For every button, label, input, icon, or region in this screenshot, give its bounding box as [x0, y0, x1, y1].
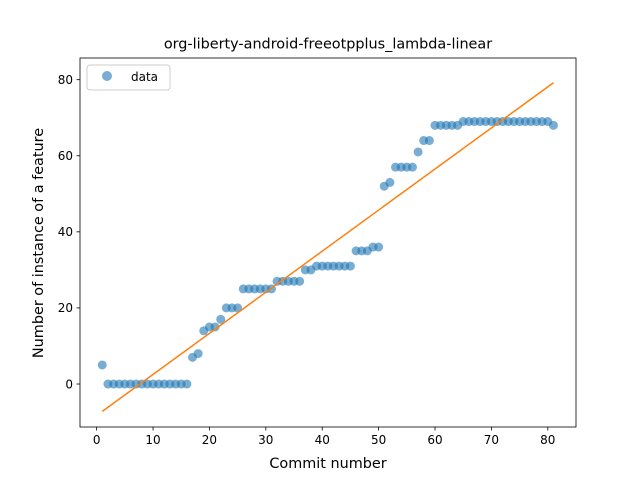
data-point — [413, 147, 423, 157]
y-tick-label: 40 — [58, 225, 73, 239]
x-tick-label: 0 — [93, 433, 101, 447]
data-point — [97, 360, 107, 370]
plot-area — [97, 82, 558, 413]
data-point — [385, 177, 395, 187]
y-tick-label: 60 — [58, 149, 73, 163]
chart-title: org-liberty-android-freeotpplus_lambda-l… — [164, 37, 492, 53]
axes-frame — [79, 57, 577, 428]
axes: 0 10 20 30 40 50 60 70 80 0 20 40 60 80 — [58, 57, 577, 447]
x-tick-label: 20 — [202, 433, 217, 447]
x-tick-label: 50 — [371, 433, 386, 447]
x-axis-label: Commit number — [269, 456, 386, 472]
data-point — [233, 303, 243, 313]
data-point — [548, 120, 558, 130]
data-point — [182, 379, 192, 389]
y-tick-label: 80 — [58, 73, 73, 87]
legend: data — [86, 64, 171, 91]
y-tick-label: 0 — [65, 377, 73, 391]
x-tick-label: 80 — [540, 433, 555, 447]
legend-marker-data — [102, 71, 112, 81]
data-point — [295, 276, 305, 286]
data-point — [345, 261, 355, 271]
data-point — [210, 322, 220, 332]
fit-line — [101, 82, 554, 413]
x-tick-label: 10 — [145, 433, 160, 447]
data-point — [193, 349, 203, 359]
x-tick-label: 40 — [315, 433, 330, 447]
legend-label-data: data — [131, 70, 158, 84]
y-tick-label: 20 — [58, 301, 73, 315]
data-point — [424, 136, 434, 146]
data-point — [407, 162, 417, 172]
x-tick-label: 70 — [484, 433, 499, 447]
data-point — [216, 314, 226, 324]
x-tick-label: 30 — [258, 433, 273, 447]
x-tick-label: 60 — [427, 433, 442, 447]
data-point — [374, 242, 384, 252]
y-axis-label: Number of instance of a feature — [31, 128, 47, 358]
